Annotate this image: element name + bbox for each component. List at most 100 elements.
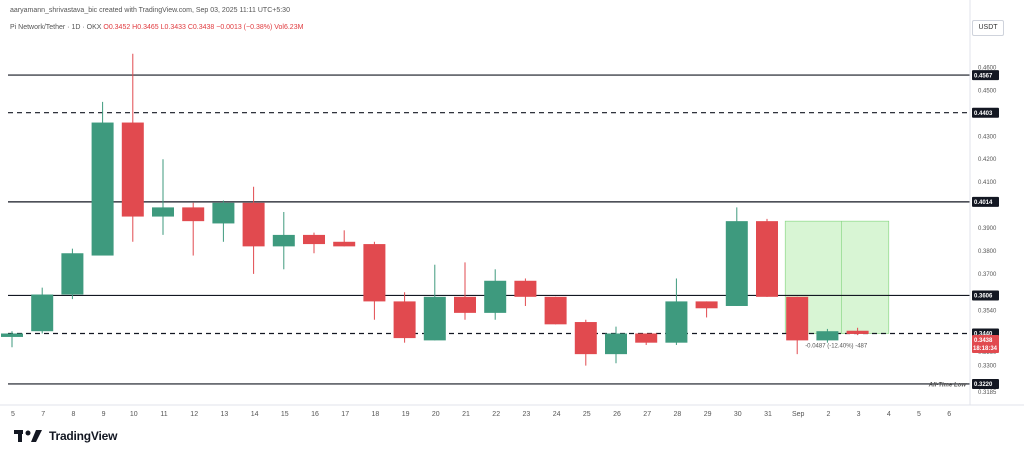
candle-body	[756, 221, 778, 297]
candle-body	[393, 301, 416, 339]
candle-11	[182, 202, 205, 256]
date-tick-24: 30	[734, 411, 742, 418]
candle-body	[61, 253, 84, 295]
current-price-label: 0.3438	[974, 338, 993, 344]
candle-19	[423, 264, 446, 341]
candle-9	[121, 53, 144, 242]
candle-body	[212, 202, 235, 224]
candle-25	[605, 326, 627, 364]
date-tick-29: 4	[887, 411, 891, 418]
date-tick-6: 12	[190, 411, 198, 418]
candle-body	[182, 207, 205, 222]
currency-selector[interactable]: USDT	[972, 20, 1004, 36]
candle-body	[786, 296, 809, 341]
countdown-label: 18:18:34	[973, 346, 998, 352]
level-label-2: 0.4014	[974, 200, 993, 206]
price-tick-0: 0.4600	[978, 66, 997, 72]
candle-13	[242, 186, 265, 274]
candle-body	[846, 330, 869, 334]
date-tick-15: 21	[462, 411, 470, 418]
candle-24	[574, 319, 597, 366]
level-label-1: 0.4403	[974, 111, 993, 117]
candle-body	[544, 296, 567, 325]
level-label-4: 0.3440	[974, 332, 993, 338]
tradingview-logo: TradingView	[14, 429, 117, 443]
candle-27	[665, 278, 688, 345]
date-tick-19: 25	[583, 411, 591, 418]
candle-15	[303, 232, 325, 254]
date-tick-0: 5	[11, 411, 15, 418]
candle-5	[1, 331, 23, 348]
candle-body	[816, 331, 839, 341]
date-tick-21: 27	[643, 411, 651, 418]
date-tick-10: 16	[311, 411, 319, 418]
level-label-bg-0	[972, 70, 999, 81]
level-label-0: 0.4567	[974, 73, 993, 79]
measure-label: -0.0487 (-12.40%) -487	[805, 344, 868, 350]
candle-7	[61, 248, 84, 300]
candle-body	[725, 221, 748, 306]
date-axis: 5 7 8 9 10 11 12 13 14 15 16 17 18 19 20 21 22 23 24 25 26 27…	[11, 411, 951, 418]
price-axis: 0.4600 0.4500 0.4300 0.4200 0.4100 0.3900 0.38…	[0, 0, 1024, 406]
date-tick-26: Sep	[792, 411, 805, 418]
candle-body	[272, 234, 295, 247]
date-tick-11: 17	[341, 411, 349, 418]
all-time-low-annotation: All-Time Low	[928, 382, 967, 388]
candle-body	[152, 207, 174, 217]
candle-28	[695, 301, 718, 318]
candle-body	[31, 294, 54, 332]
date-tick-27: 2	[826, 411, 830, 418]
level-label-3: 0.3606	[974, 294, 993, 300]
date-tick-25: 31	[764, 411, 772, 418]
date-tick-23: 29	[704, 411, 712, 418]
date-tick-5: 11	[160, 411, 167, 418]
candle-body	[1, 333, 23, 337]
candle-body	[333, 241, 356, 247]
date-tick-22: 28	[674, 411, 682, 418]
date-tick-9: 15	[281, 411, 289, 418]
candle-22	[514, 278, 537, 306]
candle-body	[695, 301, 718, 309]
candle-body	[423, 296, 446, 341]
date-tick-20: 26	[613, 411, 621, 418]
price-tick-8: 0.3540	[978, 309, 997, 315]
date-tick-1: 7	[41, 411, 45, 418]
price-labels: 0.4567 0.4403 0.4014 0.3606 0.3440 0.3220 0.34…	[928, 70, 999, 389]
candle-6	[31, 287, 54, 334]
candle-body	[363, 244, 386, 302]
price-tick-2: 0.4300	[978, 134, 997, 140]
tradingview-logo-icon	[14, 430, 42, 442]
candle-18	[393, 292, 416, 343]
date-tick-8: 14	[251, 411, 259, 418]
candle-body	[635, 333, 658, 343]
candle-23	[544, 296, 567, 325]
ohlc-values: O0.3452 H0.3465 L0.3433 C0.3438 −0.0013 …	[103, 24, 304, 31]
candle-26	[635, 333, 658, 345]
candle-body	[454, 296, 476, 313]
price-tick-7: 0.3700	[978, 272, 997, 278]
price-tick-6: 0.3800	[978, 249, 997, 255]
level-label-bg-2	[972, 196, 999, 207]
price-tick-4: 0.4100	[978, 180, 997, 186]
date-tick-31: 6	[947, 411, 951, 418]
candle-16	[333, 230, 356, 247]
candle-body	[665, 301, 688, 343]
date-tick-14: 20	[432, 411, 440, 418]
candle-10	[152, 159, 174, 235]
candle-body	[303, 234, 325, 245]
candle-body	[484, 280, 507, 313]
date-tick-17: 23	[523, 411, 531, 418]
candle-12	[212, 200, 235, 242]
symbol-name[interactable]: Pi Network/Tether · 1D · OKX	[10, 24, 102, 31]
date-tick-18: 24	[553, 411, 561, 418]
candles: -0.0487 (-12.40%) -487	[1, 53, 869, 366]
candle-body	[574, 322, 597, 355]
price-tick-10: 0.3300	[978, 364, 997, 370]
level-label-bg-5	[972, 378, 999, 389]
candle-29	[725, 207, 748, 306]
candle-body	[121, 122, 144, 217]
candle-body	[242, 202, 265, 247]
date-tick-30: 5	[917, 411, 921, 418]
price-tick-1: 0.4500	[978, 88, 997, 94]
